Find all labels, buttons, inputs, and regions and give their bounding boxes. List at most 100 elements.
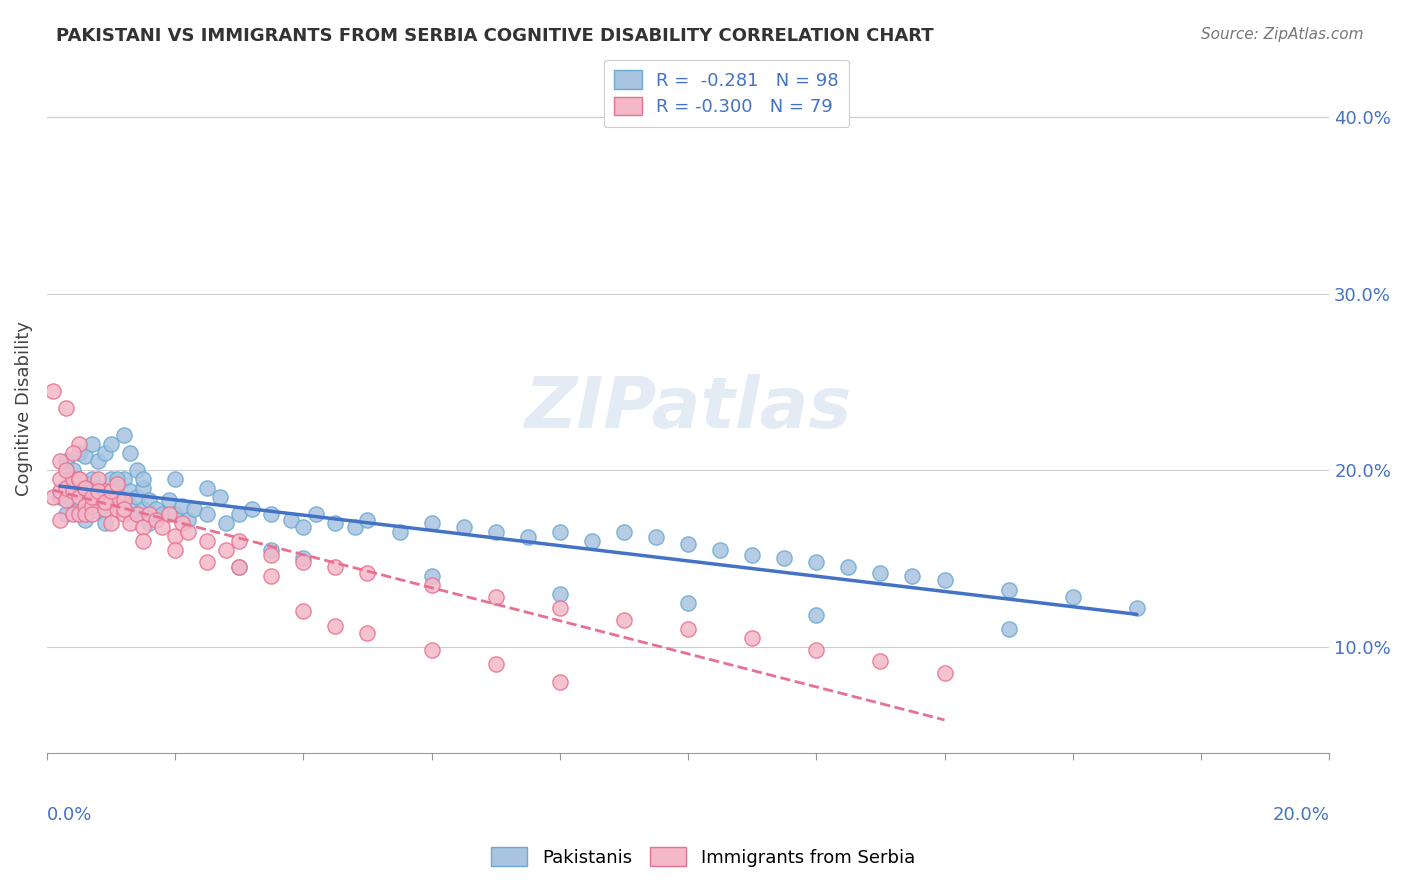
Point [55, 481, 77, 495]
Point [87, 454, 110, 468]
Point [67, 445, 90, 459]
Point [806, 607, 828, 622]
Point [107, 477, 129, 491]
Point [55, 481, 77, 495]
Point [87, 493, 110, 508]
Point [195, 555, 218, 569]
Point [107, 502, 129, 516]
Point [42, 384, 65, 398]
Point [869, 566, 891, 580]
Point [997, 622, 1019, 636]
Point [741, 548, 763, 562]
Point [170, 516, 193, 531]
Point [107, 472, 129, 486]
Point [228, 508, 250, 522]
Point [93, 495, 115, 509]
Point [934, 573, 956, 587]
Point [157, 508, 180, 522]
Point [1062, 591, 1084, 605]
Legend: R =  -0.281   N = 98, R = -0.300   N = 79: R = -0.281 N = 98, R = -0.300 N = 79 [603, 60, 849, 128]
Point [80, 437, 103, 451]
Text: PAKISTANI VS IMMIGRANTS FROM SERBIA COGNITIVE DISABILITY CORRELATION CHART: PAKISTANI VS IMMIGRANTS FROM SERBIA COGN… [56, 27, 934, 45]
Point [55, 463, 77, 477]
Point [62, 484, 84, 499]
Point [100, 484, 122, 499]
Point [100, 437, 122, 451]
Point [87, 490, 110, 504]
Point [80, 508, 103, 522]
Point [100, 490, 122, 504]
Point [80, 472, 103, 486]
Point [67, 472, 90, 486]
Point [62, 463, 84, 477]
Point [177, 513, 200, 527]
Point [388, 524, 411, 539]
Point [112, 472, 135, 486]
Point [93, 445, 115, 459]
Point [75, 508, 97, 522]
Point [485, 524, 508, 539]
Point [48, 484, 70, 499]
Point [75, 490, 97, 504]
Point [613, 613, 636, 627]
Point [93, 490, 115, 504]
Point [177, 524, 200, 539]
Point [80, 499, 103, 513]
Point [228, 560, 250, 574]
Point [195, 533, 218, 548]
Point [901, 569, 924, 583]
Point [80, 484, 103, 499]
Point [112, 493, 135, 508]
Point [240, 502, 263, 516]
Point [150, 520, 173, 534]
Point [120, 445, 142, 459]
Point [613, 524, 636, 539]
Point [132, 520, 155, 534]
Point [934, 666, 956, 681]
Point [100, 472, 122, 486]
Point [516, 530, 538, 544]
Point [55, 508, 77, 522]
Point [120, 484, 142, 499]
Point [132, 533, 155, 548]
Point [581, 533, 603, 548]
Point [67, 472, 90, 486]
Point [997, 583, 1019, 598]
Text: Source: ZipAtlas.com: Source: ZipAtlas.com [1201, 27, 1364, 42]
Point [228, 560, 250, 574]
Point [62, 508, 84, 522]
Point [548, 675, 571, 690]
Point [107, 490, 129, 504]
Point [837, 560, 859, 574]
Point [676, 537, 699, 551]
Point [48, 513, 70, 527]
Point [112, 502, 135, 516]
Point [195, 481, 218, 495]
Point [806, 555, 828, 569]
Point [100, 516, 122, 531]
Point [165, 472, 187, 486]
Point [87, 504, 110, 518]
Point [150, 508, 173, 522]
Point [107, 481, 129, 495]
Point [869, 654, 891, 668]
Point [138, 493, 160, 508]
Point [80, 490, 103, 504]
Point [280, 513, 302, 527]
Point [125, 508, 148, 522]
Point [145, 513, 167, 527]
Text: ZIPatlas: ZIPatlas [524, 374, 852, 443]
Point [75, 499, 97, 513]
Point [93, 516, 115, 531]
Point [132, 502, 155, 516]
Point [67, 490, 90, 504]
Point [548, 587, 571, 601]
Point [75, 449, 97, 463]
Point [260, 548, 283, 562]
Point [93, 484, 115, 499]
Point [48, 454, 70, 468]
Point [305, 508, 328, 522]
Point [75, 513, 97, 527]
Point [125, 508, 148, 522]
Point [165, 508, 187, 522]
